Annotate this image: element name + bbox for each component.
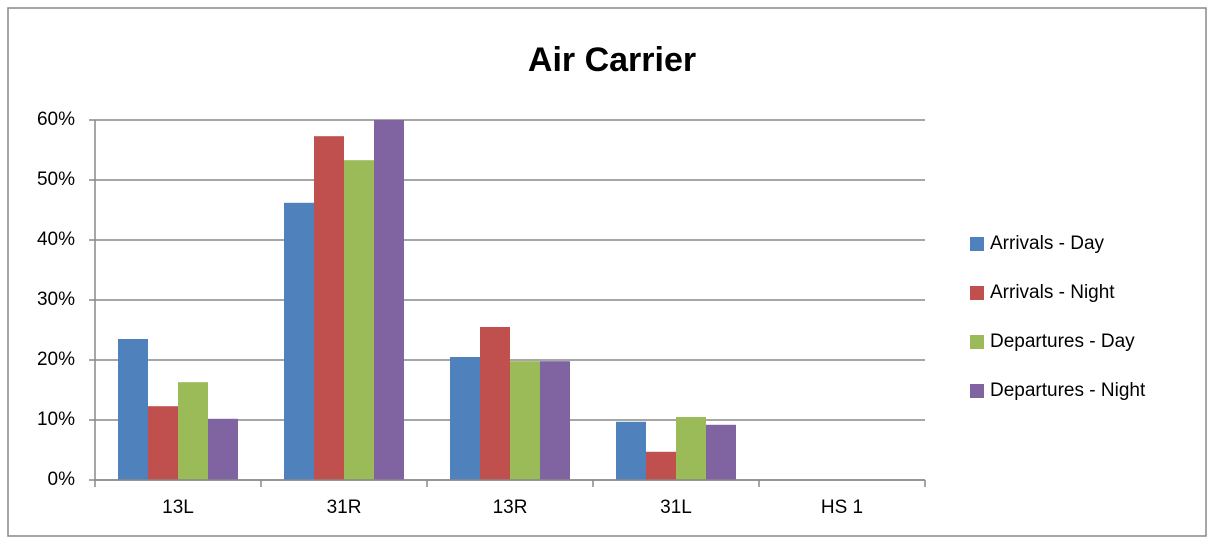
legend-label: Arrivals - Day bbox=[990, 233, 1105, 254]
bar bbox=[344, 160, 374, 480]
bar bbox=[646, 451, 676, 480]
bar bbox=[450, 357, 480, 480]
bar bbox=[118, 339, 148, 480]
y-tick-label: 10% bbox=[37, 409, 75, 430]
y-tick-label: 30% bbox=[37, 289, 75, 310]
legend-swatch bbox=[970, 384, 984, 398]
bar bbox=[314, 136, 344, 480]
y-tick-label: 20% bbox=[37, 349, 75, 370]
legend-swatch bbox=[970, 237, 984, 251]
legend-label: Departures - Night bbox=[990, 380, 1146, 401]
bar bbox=[284, 202, 314, 481]
x-tick-label: 31R bbox=[327, 497, 362, 518]
y-tick-label: 40% bbox=[37, 229, 75, 250]
y-tick-label: 0% bbox=[48, 469, 76, 490]
bar bbox=[480, 327, 510, 480]
legend-label: Arrivals - Night bbox=[990, 282, 1115, 303]
chart-title: Air Carrier bbox=[528, 41, 696, 79]
legend-swatch bbox=[970, 286, 984, 300]
bar bbox=[510, 361, 540, 480]
bar bbox=[540, 361, 570, 480]
bar bbox=[676, 417, 706, 480]
x-tick-label: 13R bbox=[493, 497, 528, 518]
legend-label: Departures - Day bbox=[990, 331, 1135, 352]
bar bbox=[706, 424, 736, 480]
legend-swatch bbox=[970, 335, 984, 349]
bar bbox=[178, 382, 208, 480]
bar bbox=[374, 120, 404, 480]
bar bbox=[208, 418, 238, 480]
x-tick-label: HS 1 bbox=[821, 497, 863, 518]
y-tick-label: 60% bbox=[37, 109, 75, 130]
x-tick-label: 31L bbox=[660, 497, 692, 518]
x-tick-label: 13L bbox=[162, 497, 194, 518]
y-tick-label: 50% bbox=[37, 169, 75, 190]
bar bbox=[616, 421, 646, 480]
bar bbox=[148, 406, 178, 480]
